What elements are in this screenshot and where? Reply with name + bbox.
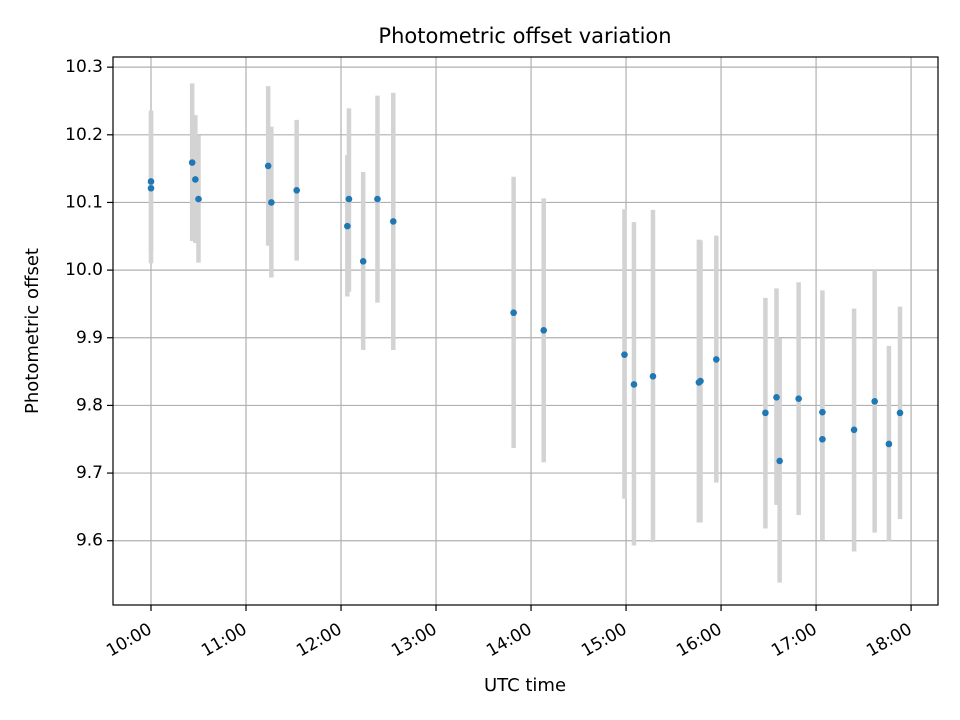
y-tick-label: 10.3 — [65, 57, 103, 77]
data-point — [871, 398, 878, 405]
data-point — [762, 409, 769, 417]
data-point — [192, 176, 199, 183]
data-point — [264, 162, 272, 170]
data-point — [345, 195, 353, 203]
data-point — [621, 351, 628, 358]
data-point — [819, 435, 826, 443]
data-point — [147, 184, 155, 192]
data-point — [819, 408, 826, 416]
data-point — [630, 381, 638, 388]
y-tick-label: 10.0 — [65, 260, 103, 280]
chart-title: Photometric offset variation — [378, 24, 671, 48]
data-point — [773, 394, 780, 401]
data-point — [374, 195, 381, 203]
y-tick-label: 9.9 — [76, 328, 103, 348]
axis-ticks: 10:00 11:00 12:00 13:00 14:00 15:00 16:00 17:00… — [65, 57, 915, 661]
data-point — [713, 356, 720, 363]
data-point — [896, 409, 904, 417]
data-point — [510, 309, 517, 317]
data-point — [540, 327, 548, 334]
data-point — [697, 377, 704, 385]
data-point — [268, 199, 275, 206]
y-tick-label: 10.1 — [65, 192, 103, 212]
data-point — [649, 373, 657, 380]
y-tick-label: 9.7 — [76, 463, 103, 483]
data-points — [147, 159, 904, 465]
plot-frame — [112, 56, 939, 606]
data-point — [293, 186, 300, 194]
data-point — [776, 457, 783, 465]
data-point — [147, 178, 155, 185]
x-axis-label: UTC time — [484, 675, 566, 696]
y-tick-label: 9.6 — [76, 531, 103, 551]
y-tick-label: 9.8 — [76, 395, 103, 415]
data-point — [344, 222, 351, 230]
data-point — [850, 426, 858, 434]
data-point — [795, 395, 802, 402]
data-point — [389, 218, 397, 225]
data-point — [359, 258, 367, 265]
data-point — [195, 195, 202, 203]
data-point — [885, 440, 893, 448]
data-point — [188, 159, 196, 166]
y-axis-label: Photometric offset — [22, 248, 43, 414]
y-tick-label: 10.2 — [65, 125, 103, 145]
